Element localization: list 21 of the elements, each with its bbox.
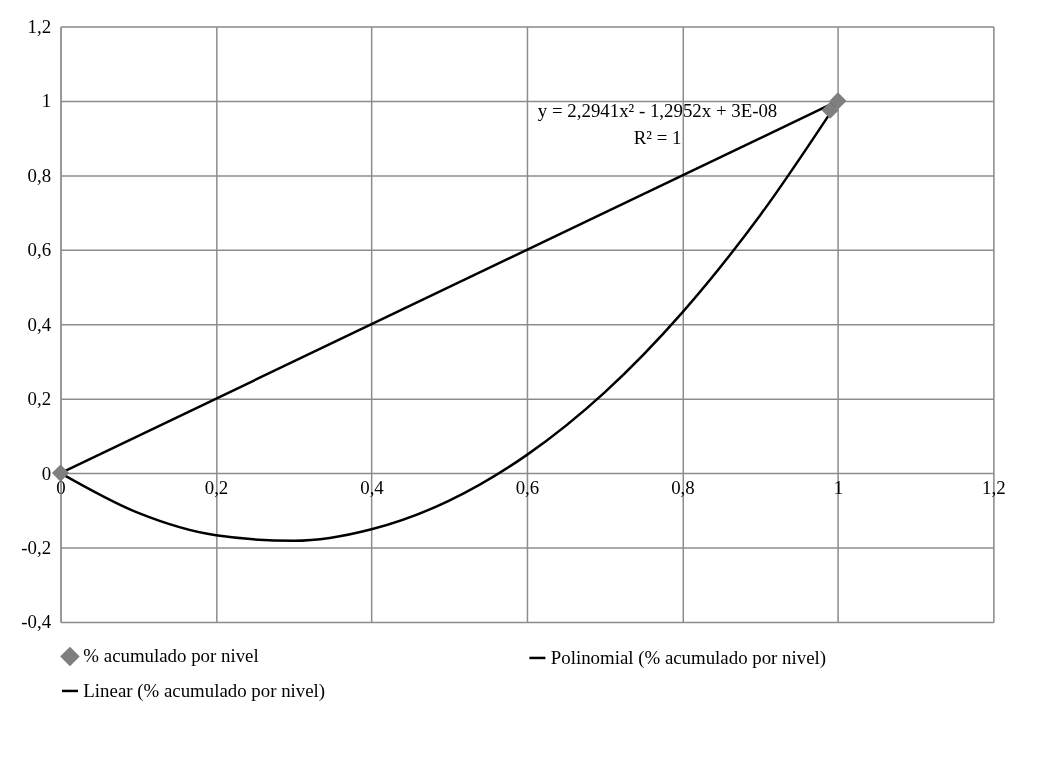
annotation: y = 2,2941x² - 1,2952x + 3E-08 [537,99,778,121]
x-tick-label: 1,2 [982,477,1006,499]
legend-label: % acumulado por nivel [83,645,259,667]
y-tick-label: -0,4 [21,611,52,633]
x-tick-label: 0 [56,477,66,499]
x-tick-label: 0,2 [204,477,229,499]
x-tick-label: 1 [833,477,844,499]
y-tick-label: 0 [41,462,52,484]
legend-label: Polinomial (% acumulado por nivel) [550,646,827,669]
legend-label: Linear (% acumulado por nivel) [83,679,326,702]
annotation: R² = 1 [633,126,682,148]
x-tick-label: 0,4 [360,477,385,499]
y-tick-label: 0,2 [27,388,52,410]
y-tick-label: -0,2 [21,536,52,558]
y-tick-label: 0,6 [27,239,52,261]
y-tick-label: 0,4 [27,313,52,335]
y-tick-label: 1,2 [27,15,52,37]
x-tick-label: 0,8 [671,477,695,499]
y-tick-label: 0,8 [27,164,52,186]
y-tick-label: 1 [41,90,52,112]
x-tick-label: 0,6 [515,477,540,499]
